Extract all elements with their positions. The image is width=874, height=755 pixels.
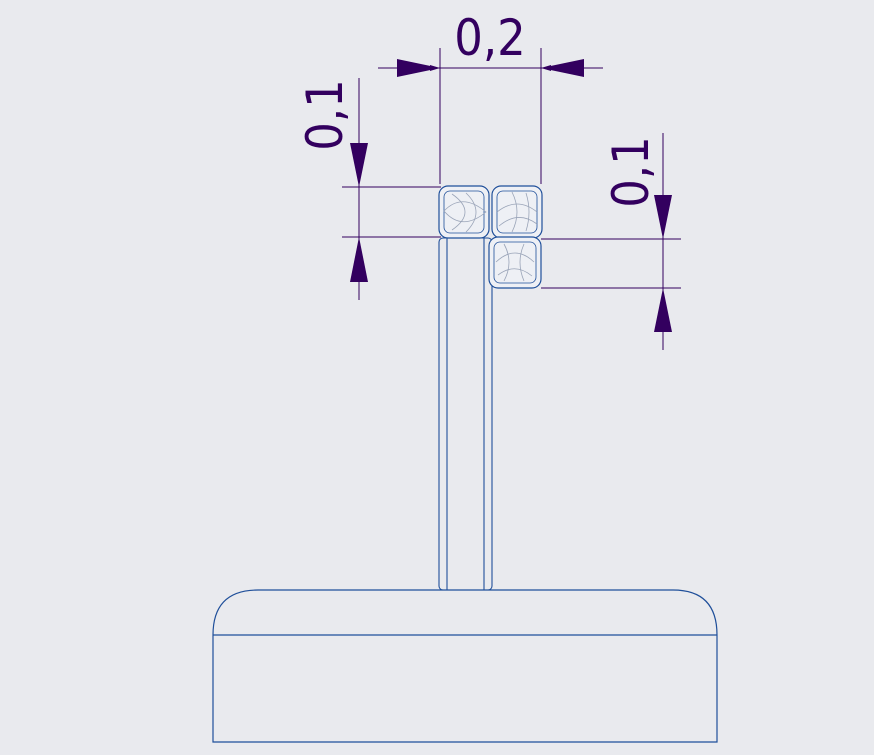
arrowhead-right-down: [654, 195, 672, 239]
post: [438, 237, 493, 591]
base-outline: [212, 589, 718, 743]
cube-lower-right: [488, 236, 542, 289]
dimension-label-left: 0,1: [296, 79, 354, 151]
cube-top-right: [491, 185, 543, 239]
arrowhead-top-left: [397, 59, 440, 77]
arrowhead-left-down: [350, 143, 368, 187]
dimension-label-right: 0,1: [602, 136, 660, 208]
arrowhead-right-up: [654, 288, 672, 332]
base-block: [212, 589, 718, 743]
arrowhead-left-up: [350, 237, 368, 282]
dimension-label-top: 0,2: [454, 9, 526, 67]
arrowhead-top-right: [541, 59, 584, 77]
cube-top-left: [438, 185, 490, 239]
